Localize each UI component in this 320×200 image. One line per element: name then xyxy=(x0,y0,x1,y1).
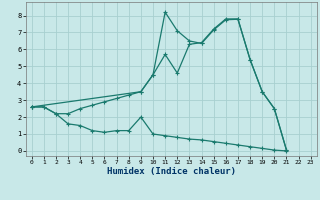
X-axis label: Humidex (Indice chaleur): Humidex (Indice chaleur) xyxy=(107,167,236,176)
